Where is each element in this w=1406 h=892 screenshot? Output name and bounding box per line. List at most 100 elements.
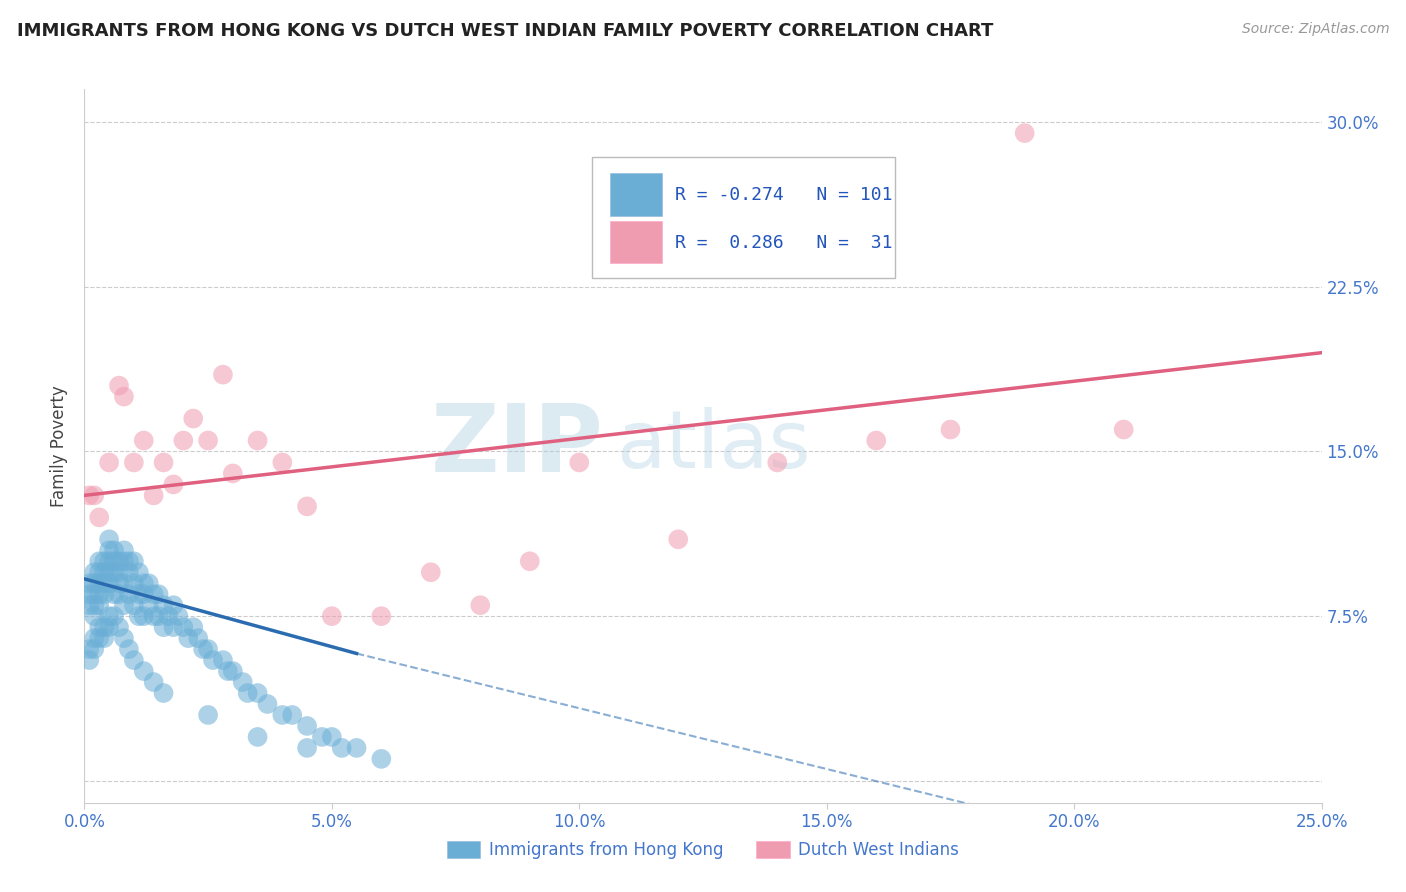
Point (470, 598, 492, 612)
Point (191, 642, 214, 657)
Point (89, 554, 111, 568)
FancyBboxPatch shape (610, 173, 662, 216)
Point (330, 740, 353, 755)
Point (181, 620, 204, 634)
Point (108, 587, 131, 601)
Point (519, 554, 541, 568)
Point (187, 631, 209, 645)
Y-axis label: Family Poverty: Family Poverty (51, 385, 69, 507)
Point (256, 697, 278, 711)
Point (112, 543, 135, 558)
Point (172, 620, 194, 634)
Point (83, 598, 105, 612)
Point (138, 598, 160, 612)
Point (83, 566, 105, 580)
Point (295, 740, 318, 755)
Text: R = -0.274   N = 101: R = -0.274 N = 101 (675, 186, 891, 203)
Point (93, 631, 115, 645)
Point (246, 434, 269, 448)
Point (142, 587, 165, 601)
Point (370, 609, 392, 624)
Text: R =  0.286   N =  31: R = 0.286 N = 31 (675, 234, 891, 252)
Point (98, 620, 121, 634)
Point (142, 488, 165, 502)
Point (295, 500, 318, 514)
Point (89, 631, 111, 645)
Point (98, 554, 121, 568)
Point (98, 576, 121, 591)
Point (93, 576, 115, 591)
Point (162, 477, 184, 491)
Point (142, 609, 165, 624)
Point (246, 686, 269, 700)
Point (98, 609, 121, 624)
Point (370, 752, 392, 766)
Point (83, 587, 105, 601)
Point (79, 576, 101, 591)
Point (212, 653, 235, 667)
Point (271, 455, 294, 469)
Point (79, 642, 101, 657)
Point (162, 620, 184, 634)
Point (112, 631, 135, 645)
Point (321, 730, 343, 744)
Point (122, 598, 145, 612)
Point (112, 554, 135, 568)
Point (79, 653, 101, 667)
Point (98, 455, 121, 469)
Point (112, 598, 135, 612)
Point (108, 554, 131, 568)
Point (568, 455, 591, 469)
Point (108, 566, 131, 580)
Point (281, 708, 304, 723)
Point (79, 488, 101, 502)
Point (152, 598, 174, 612)
Point (89, 598, 111, 612)
Point (93, 587, 115, 601)
Point (222, 467, 245, 481)
Point (128, 587, 150, 601)
Point (311, 730, 333, 744)
Point (118, 566, 141, 580)
Point (108, 378, 131, 392)
Point (93, 620, 115, 634)
Point (122, 455, 145, 469)
Point (152, 620, 174, 634)
Point (89, 566, 111, 580)
Point (112, 576, 135, 591)
Point (83, 642, 105, 657)
Point (419, 566, 441, 580)
Point (89, 576, 111, 591)
Point (321, 609, 343, 624)
Point (236, 686, 259, 700)
Point (103, 566, 125, 580)
FancyBboxPatch shape (610, 221, 662, 263)
Point (162, 598, 184, 612)
Point (118, 587, 141, 601)
Point (148, 587, 170, 601)
Point (79, 598, 101, 612)
Point (157, 609, 180, 624)
Text: Source: ZipAtlas.com: Source: ZipAtlas.com (1241, 22, 1389, 37)
Point (79, 587, 101, 601)
Point (172, 434, 194, 448)
Point (132, 664, 155, 678)
Point (148, 609, 170, 624)
Point (128, 566, 150, 580)
Point (112, 390, 135, 404)
Point (197, 708, 219, 723)
Point (103, 587, 125, 601)
Point (98, 566, 121, 580)
Point (98, 533, 121, 547)
FancyBboxPatch shape (592, 157, 894, 278)
Point (83, 576, 105, 591)
Point (108, 620, 131, 634)
Point (167, 609, 190, 624)
Text: IMMIGRANTS FROM HONG KONG VS DUTCH WEST INDIAN FAMILY POVERTY CORRELATION CHART: IMMIGRANTS FROM HONG KONG VS DUTCH WEST … (17, 22, 993, 40)
Point (118, 554, 141, 568)
Point (1014, 126, 1036, 140)
Legend: Immigrants from Hong Kong, Dutch West Indians: Immigrants from Hong Kong, Dutch West In… (440, 834, 966, 866)
Point (142, 675, 165, 690)
Point (217, 664, 239, 678)
Point (132, 434, 155, 448)
